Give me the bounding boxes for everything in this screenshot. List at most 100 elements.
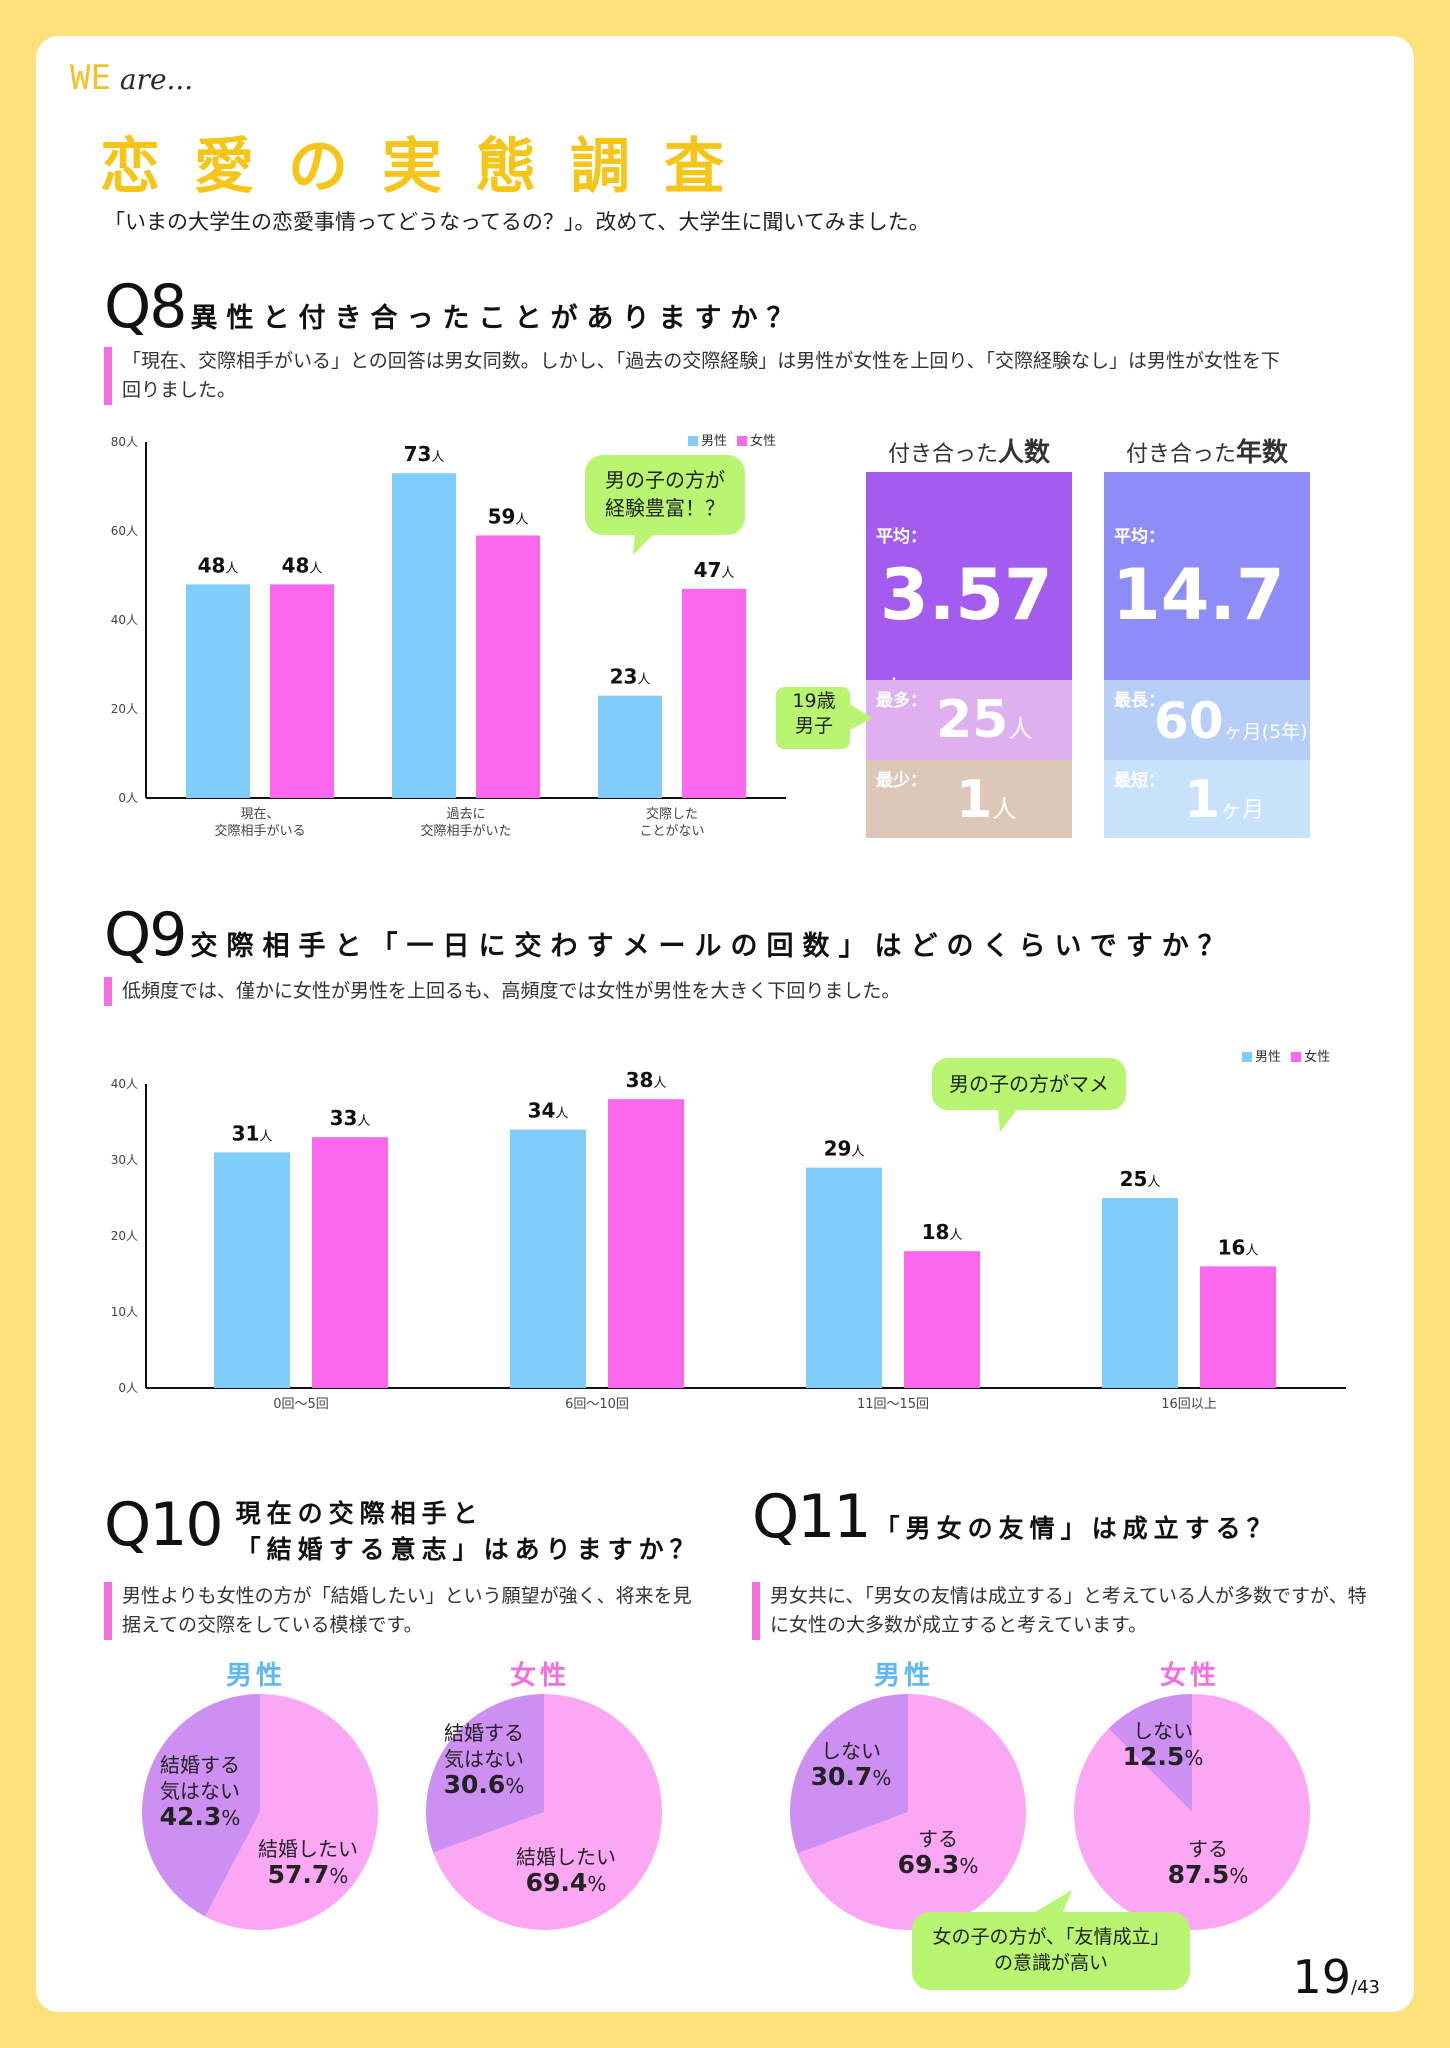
q11-female-title: 女性 [1159, 1661, 1220, 1691]
bar-value-label: 23人 [610, 665, 651, 689]
y-tick-label: 10人 [111, 1305, 138, 1319]
legend-male-swatch [1242, 1052, 1252, 1062]
q11-male-yes-label: する 69.3% [897, 1827, 979, 1879]
people-avg-label: 平均： [876, 527, 927, 547]
people-avg-block: 平均： 3.57人 [866, 472, 1072, 708]
q10-heading: Q10 現在の交際相手と 「結婚する意志」はありますか？ [104, 1490, 701, 1566]
bar-female [270, 584, 334, 798]
bar-value-label: 59人 [488, 504, 529, 528]
x-category-label: 0回〜5回 [273, 1397, 329, 1412]
bar-female [1200, 1266, 1276, 1388]
bar-value-label: 29人 [824, 1137, 865, 1161]
y-tick-label: 0人 [118, 1381, 138, 1395]
people-stat-head: 付き合った人数 [887, 438, 1051, 468]
q11-question: 「男女の友情」は成立する？ [874, 1514, 1278, 1543]
q10-female-no-label: 結婚する 気はない 30.6% [443, 1721, 525, 1799]
q11-note: 男女共に、「男女の友情は成立する」と考えている人が多数ですが、特に女性の大多数が… [752, 1582, 1370, 1640]
q10-number: Q10 [104, 1490, 224, 1560]
bar-value-label: 34人 [528, 1099, 569, 1123]
bar-female [904, 1251, 980, 1388]
years-min-label: 最短： [1114, 771, 1165, 791]
bar-value-label: 73人 [404, 442, 445, 466]
x-category-label: 16回以上 [1161, 1397, 1217, 1412]
q10-note: 男性よりも女性の方が「結婚したい」という願望が強く、将来を見据えての交際をしてい… [104, 1582, 702, 1640]
q10-female-yes-label: 結婚したい 69.4% [516, 1845, 616, 1897]
q9-bubble-text: 男の子の方がマメ [949, 1072, 1109, 1096]
y-tick-label: 30人 [111, 1153, 138, 1167]
bar-value-label: 16人 [1218, 1235, 1259, 1259]
q8-question: 異性と付き合ったことがありますか？ [190, 303, 803, 334]
people-max-value: 25人 [936, 690, 1033, 750]
q11-female-yes-label: する 87.5% [1167, 1837, 1249, 1889]
people-callout-shape [776, 687, 872, 749]
legend-female-swatch [737, 436, 748, 446]
q8-bubble-text: 男の子の方が 経験豊富！？ [605, 468, 725, 520]
legend-male-label: 男性 [1255, 1050, 1282, 1065]
brand-logo: WE are... [70, 58, 194, 98]
q11-male-title: 男性 [873, 1661, 934, 1691]
page-number: 19/43 [1292, 1950, 1380, 2004]
q9-note: 低頻度では、僅かに女性が男性を上回るも、高頻度では女性が男性を大きく下回りました… [104, 977, 1282, 1006]
pie-slice [790, 1694, 908, 1854]
legend-male-label: 男性 [701, 434, 728, 449]
q11-male-no-label: しない 30.7% [810, 1739, 892, 1791]
q9-bubble-shape [932, 1058, 1126, 1132]
pie-slice [1108, 1694, 1192, 1812]
bar-male [214, 1152, 290, 1388]
q8-number: Q8 [104, 272, 187, 342]
years-min-value: 1ヶ月 [1184, 770, 1265, 830]
q9-question: 交際相手と「一日に交わすメールの回数」はどのくらいですか？ [190, 931, 1234, 962]
bar-male [510, 1129, 586, 1388]
bar-value-label: 48人 [198, 553, 239, 577]
legend-female-label: 女性 [750, 434, 777, 449]
pie-slice [142, 1694, 260, 1917]
pie-slice [797, 1694, 1026, 1930]
q10-male-title: 男性 [225, 1661, 286, 1691]
years-min-block: 最短： 1ヶ月 [1104, 760, 1310, 838]
q10-female-title: 女性 [509, 1661, 570, 1691]
q11-number: Q11 [752, 1482, 872, 1552]
bar-male [186, 584, 250, 798]
bar-value-label: 31人 [232, 1121, 273, 1145]
people-min-value: 1人 [956, 770, 1017, 830]
q10-question-line2: 「結婚する意志」はありますか？ [235, 1535, 701, 1564]
q10-question-line1: 現在の交際相手と [235, 1499, 484, 1528]
q11-male-pie [790, 1694, 1026, 1930]
page-title: 恋愛の実態調査 [100, 132, 758, 202]
q8-note: 「現在、交際相手がいる」との回答は男女同数。しかし、「過去の交際経験」は男性が女… [104, 347, 1282, 405]
pie-slice [433, 1694, 662, 1930]
legend-male-swatch [688, 436, 698, 446]
people-min-label: 最少： [876, 771, 927, 791]
q11-bubble-text: 女の子の方が、「友情成立」 の意識が高い [932, 1926, 1170, 1974]
q9-chart: 0人 10人 20人 30人 40人 31人 33人 0回〜5回 34人 38人 6回〜10回 29人… [111, 1068, 1346, 1412]
q11-bubble-shape [912, 1890, 1190, 1990]
q8-legend: 男性 女性 [682, 430, 776, 449]
bar-male [806, 1167, 882, 1388]
q11-female-no-label: しない 12.5% [1122, 1719, 1204, 1771]
x-category-label: 現在、交際相手がいる [214, 807, 305, 839]
bar-female [682, 588, 746, 798]
people-max-label: 最多： [876, 691, 927, 711]
bar-female [476, 535, 540, 798]
y-tick-label: 80人 [111, 435, 138, 449]
years-max-label: 最長： [1114, 691, 1165, 711]
people-max-block: 最多： 25人 [866, 680, 1072, 760]
page-card [36, 36, 1414, 2012]
q10-male-no-label: 結婚する 気はない 42.3% [159, 1753, 241, 1831]
pie-slice [426, 1694, 544, 1853]
x-category-label: 交際したことがない [639, 806, 704, 839]
people-callout-text: 19歳 男子 [792, 690, 836, 737]
bar-female [608, 1099, 684, 1388]
y-tick-label: 40人 [111, 1077, 138, 1091]
bar-male [598, 695, 662, 798]
q10-male-yes-label: 結婚したい 57.7% [258, 1837, 358, 1889]
q11-heading: Q11 「男女の友情」は成立する？ [752, 1482, 1278, 1552]
y-tick-label: 60人 [111, 524, 138, 538]
people-min-block: 最少： 1人 [866, 760, 1072, 838]
bar-male [392, 473, 456, 798]
years-stat-head: 付き合った年数 [1125, 438, 1289, 468]
q9-legend: 男性 女性 [1236, 1046, 1330, 1065]
q8-bubble-shape [585, 455, 745, 555]
x-category-label: 11回〜15回 [857, 1397, 929, 1412]
